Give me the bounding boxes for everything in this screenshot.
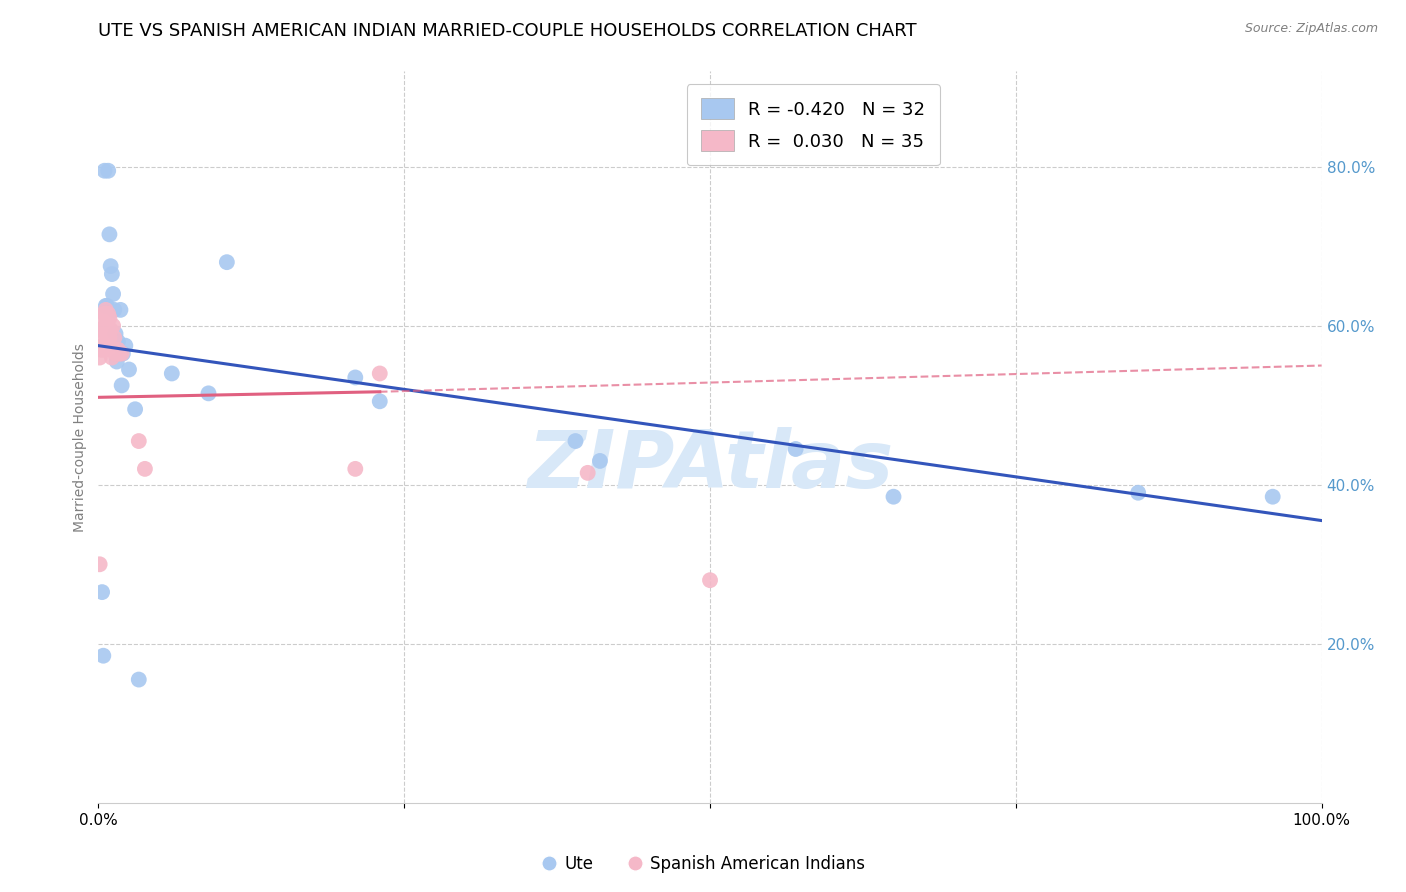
Y-axis label: Married-couple Households: Married-couple Households: [73, 343, 87, 532]
Point: [104, 326, 127, 341]
Point: [110, 302, 132, 317]
Point: [101, 267, 124, 281]
Point: [576, 466, 599, 480]
Point: [91, 585, 114, 599]
Point: [98, 227, 121, 242]
Text: UTE VS SPANISH AMERICAN INDIAN MARRIED-COUPLE HOUSEHOLDS CORRELATION CHART: UTE VS SPANISH AMERICAN INDIAN MARRIED-C…: [98, 22, 917, 40]
Point: [111, 378, 134, 392]
Point: [344, 462, 367, 476]
Point: [91, 343, 114, 357]
Point: [101, 287, 124, 301]
Legend: Ute, Spanish American Indians: Ute, Spanish American Indians: [534, 848, 872, 880]
Point: [883, 490, 905, 504]
Point: [107, 343, 129, 357]
Point: [114, 339, 136, 353]
Point: [101, 351, 124, 365]
Point: [103, 302, 125, 317]
Point: [111, 346, 134, 360]
Point: [101, 318, 124, 333]
Point: [98, 331, 121, 345]
Point: [100, 259, 122, 273]
Point: [94, 299, 117, 313]
Point: [89, 558, 111, 572]
Point: [197, 386, 219, 401]
Point: [91, 323, 114, 337]
Point: [344, 370, 367, 384]
Point: [101, 343, 124, 357]
Point: [104, 346, 127, 360]
Point: [96, 334, 118, 349]
Text: ZIPAtlas: ZIPAtlas: [527, 427, 893, 506]
Point: [108, 346, 131, 360]
Point: [93, 331, 115, 345]
Point: [94, 323, 117, 337]
Point: [90, 323, 112, 337]
Point: [97, 307, 120, 321]
Point: [96, 315, 118, 329]
Point: [103, 331, 125, 345]
Point: [98, 310, 121, 325]
Point: [134, 462, 156, 476]
Point: [90, 343, 112, 357]
Point: [94, 302, 117, 317]
Point: [97, 163, 120, 178]
Point: [91, 648, 114, 663]
Point: [215, 255, 238, 269]
Point: [368, 367, 391, 381]
Point: [91, 339, 114, 353]
Point: [89, 323, 111, 337]
Point: [589, 454, 612, 468]
Point: [93, 307, 115, 321]
Point: [785, 442, 807, 456]
Point: [128, 673, 150, 687]
Point: [107, 334, 129, 349]
Point: [89, 351, 111, 365]
Point: [93, 163, 115, 178]
Point: [124, 402, 146, 417]
Point: [96, 299, 118, 313]
Point: [118, 362, 141, 376]
Point: [100, 343, 122, 357]
Point: [699, 573, 721, 587]
Point: [100, 323, 122, 337]
Point: [1261, 490, 1284, 504]
Text: Source: ZipAtlas.com: Source: ZipAtlas.com: [1244, 22, 1378, 36]
Point: [97, 334, 120, 349]
Point: [128, 434, 150, 448]
Point: [91, 310, 114, 325]
Point: [1128, 485, 1150, 500]
Point: [105, 354, 128, 368]
Point: [160, 367, 183, 381]
Legend: R = -0.420   N = 32, R =  0.030   N = 35: R = -0.420 N = 32, R = 0.030 N = 35: [686, 84, 939, 166]
Point: [564, 434, 586, 448]
Point: [111, 346, 134, 360]
Point: [368, 394, 391, 409]
